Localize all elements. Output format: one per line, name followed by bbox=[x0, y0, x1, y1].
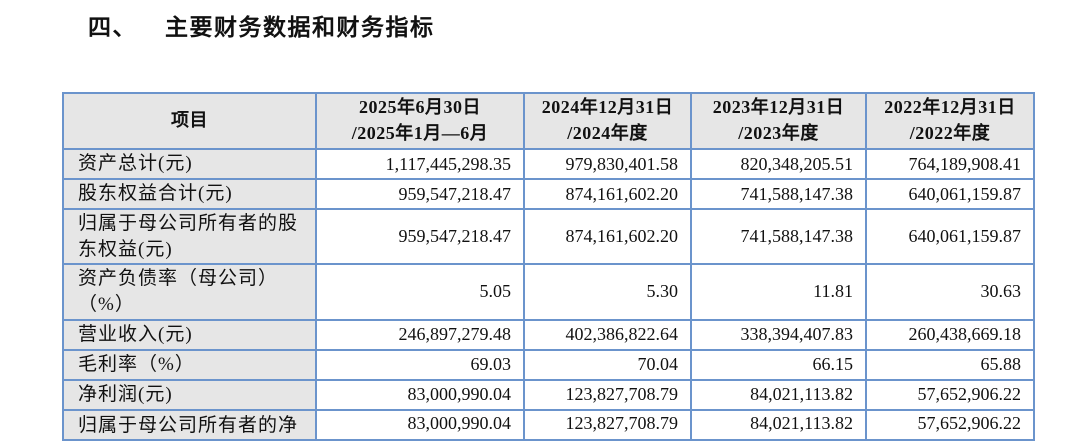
column-header-item: 项目 bbox=[62, 92, 317, 150]
value-cell: 874,161,602.20 bbox=[523, 178, 692, 210]
value-cell: 5.05 bbox=[315, 263, 525, 321]
value-cell: 123,827,708.79 bbox=[523, 378, 692, 411]
table-header-row: 项目 2025年6月30日 /2025年1月—6月 2024年12月31日 /2… bbox=[62, 92, 1035, 150]
financial-data-table: 项目 2025年6月30日 /2025年1月—6月 2024年12月31日 /2… bbox=[62, 92, 1035, 441]
value-cell: 640,061,159.87 bbox=[865, 207, 1035, 266]
column-header-period-2022: 2022年12月31日 /2022年度 bbox=[865, 92, 1035, 150]
value-cell: 764,189,908.41 bbox=[865, 148, 1035, 180]
value-cell: 338,394,407.83 bbox=[690, 318, 867, 351]
value-cell: 741,588,147.38 bbox=[690, 207, 867, 266]
column-header-period-2025: 2025年6月30日 /2025年1月—6月 bbox=[315, 92, 525, 150]
section-title-text: 主要财务数据和财务指标 bbox=[165, 15, 435, 40]
section-number: 四、 bbox=[88, 15, 137, 40]
value-cell: 11.81 bbox=[690, 263, 867, 321]
value-cell: 260,438,669.18 bbox=[865, 318, 1035, 351]
value-cell: 246,897,279.48 bbox=[315, 318, 525, 351]
value-cell: 83,000,990.04 bbox=[315, 408, 525, 441]
table-row: 营业收入(元) 246,897,279.48 402,386,822.64 338,3… bbox=[62, 318, 1035, 351]
value-cell: 5.30 bbox=[523, 263, 692, 321]
value-cell: 874,161,602.20 bbox=[523, 207, 692, 266]
value-cell: 1,117,445,298.35 bbox=[315, 148, 525, 180]
value-cell: 123,827,708.79 bbox=[523, 408, 692, 441]
table-row: 归属于母公司所有者的净 83,000,990.04 123,827,708.79 84… bbox=[62, 408, 1035, 441]
document-page: 四、 主要财务数据和财务指标 项目 2025年6月30日 /2025年1月—6月 … bbox=[62, 8, 1035, 441]
value-cell: 30.63 bbox=[865, 263, 1035, 321]
value-cell: 959,547,218.47 bbox=[315, 178, 525, 210]
value-cell: 69.03 bbox=[315, 348, 525, 381]
value-cell: 70.04 bbox=[523, 348, 692, 381]
table-row: 归属于母公司所有者的股东权益(元) 959,547,218.47 874,161,6… bbox=[62, 207, 1035, 266]
row-label: 归属于母公司所有者的股东权益(元) bbox=[62, 207, 317, 266]
column-header-period-2023: 2023年12月31日 /2023年度 bbox=[690, 92, 867, 150]
value-cell: 66.15 bbox=[690, 348, 867, 381]
row-label: 资产负债率（母公司）（%） bbox=[62, 263, 317, 321]
table-row: 资产负债率（母公司）（%） 5.05 5.30 11.81 30.63 bbox=[62, 263, 1035, 321]
value-cell: 84,021,113.82 bbox=[690, 378, 867, 411]
row-label: 毛利率（%） bbox=[62, 348, 317, 381]
value-cell: 820,348,205.51 bbox=[690, 148, 867, 180]
value-cell: 83,000,990.04 bbox=[315, 378, 525, 411]
column-header-period-2024: 2024年12月31日 /2024年度 bbox=[523, 92, 692, 150]
value-cell: 402,386,822.64 bbox=[523, 318, 692, 351]
row-label: 归属于母公司所有者的净 bbox=[62, 408, 317, 441]
table-row: 净利润(元) 83,000,990.04 123,827,708.79 84,021,… bbox=[62, 378, 1035, 411]
value-cell: 741,588,147.38 bbox=[690, 178, 867, 210]
row-label: 股东权益合计(元) bbox=[62, 178, 317, 210]
table-row: 毛利率（%） 69.03 70.04 66.15 65.88 bbox=[62, 348, 1035, 381]
table-row: 资产总计(元) 1,117,445,298.35 979,830,401.58 820… bbox=[62, 148, 1035, 180]
value-cell: 57,652,906.22 bbox=[865, 408, 1035, 441]
row-label: 资产总计(元) bbox=[62, 148, 317, 180]
value-cell: 640,061,159.87 bbox=[865, 178, 1035, 210]
row-label: 营业收入(元) bbox=[62, 318, 317, 351]
table-row: 股东权益合计(元) 959,547,218.47 874,161,602.20 741… bbox=[62, 178, 1035, 210]
row-label: 净利润(元) bbox=[62, 378, 317, 411]
value-cell: 57,652,906.22 bbox=[865, 378, 1035, 411]
value-cell: 65.88 bbox=[865, 348, 1035, 381]
value-cell: 84,021,113.82 bbox=[690, 408, 867, 441]
value-cell: 979,830,401.58 bbox=[523, 148, 692, 180]
value-cell: 959,547,218.47 bbox=[315, 207, 525, 266]
table-body: 资产总计(元) 1,117,445,298.35 979,830,401.58 820… bbox=[62, 148, 1035, 441]
section-title: 四、 主要财务数据和财务指标 bbox=[88, 8, 435, 42]
